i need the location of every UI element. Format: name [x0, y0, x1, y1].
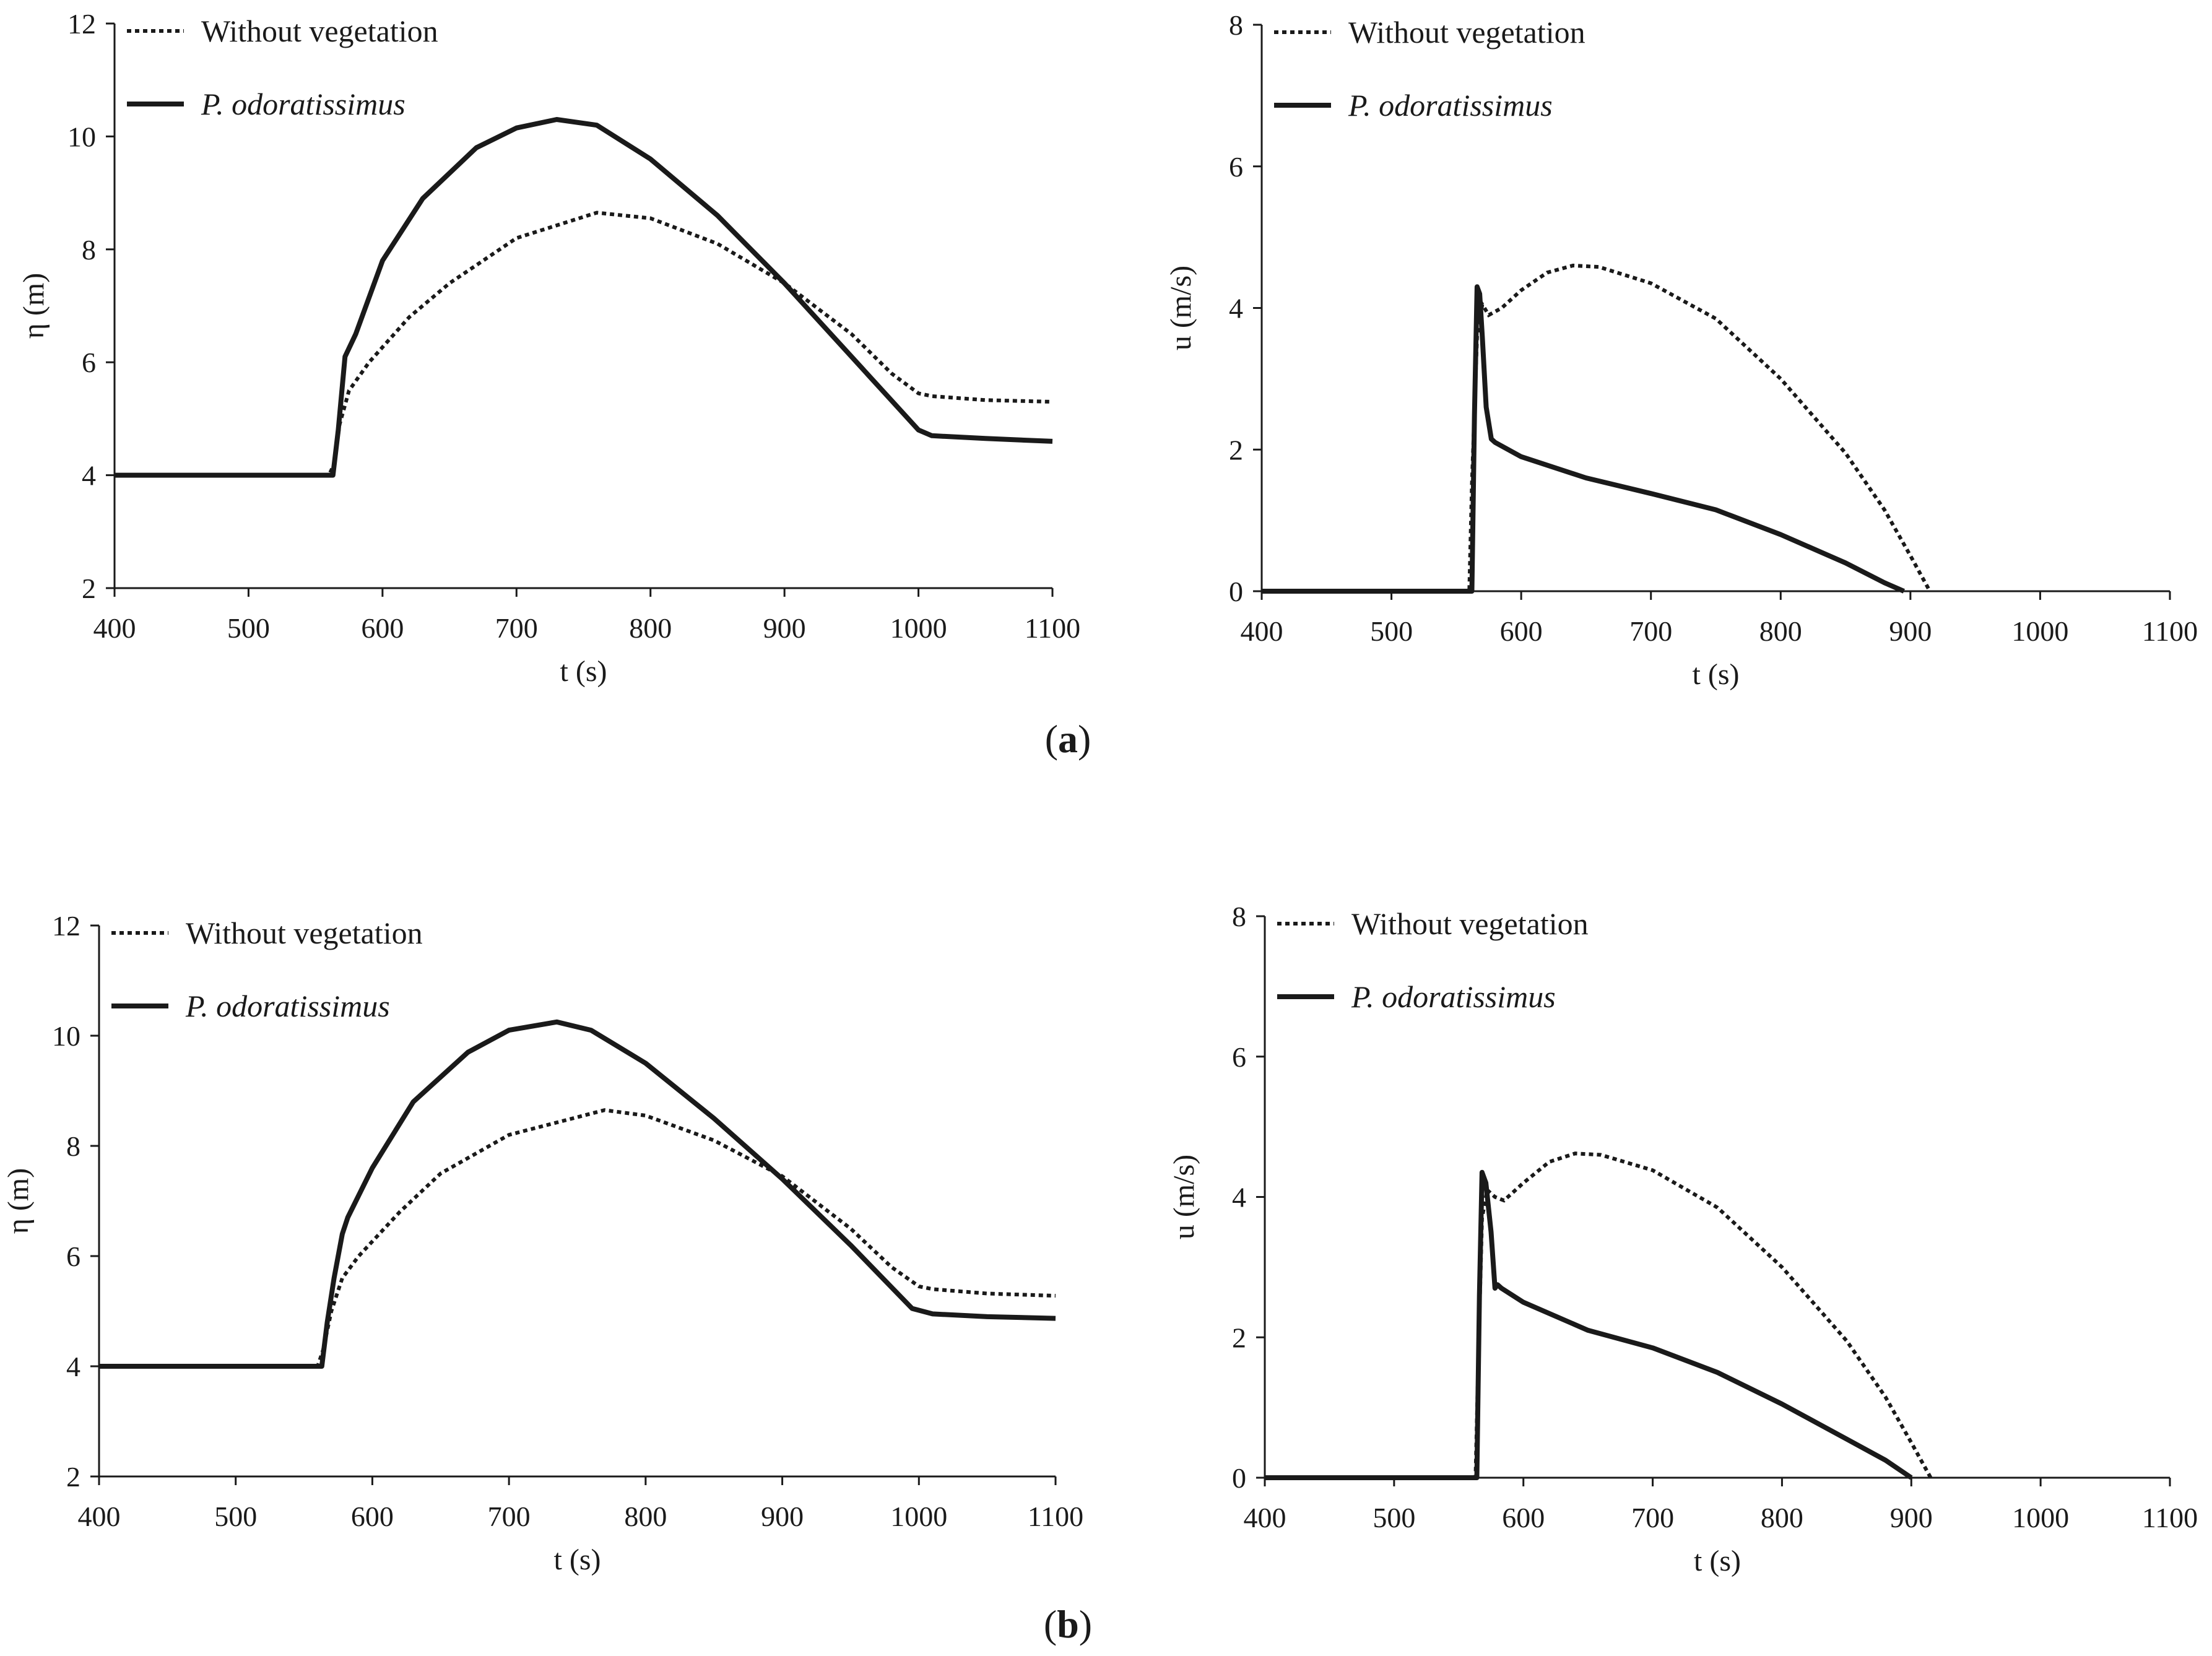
series-line-p-odoratissimus — [115, 117, 1053, 478]
x-tick-label: 800 — [624, 1501, 667, 1532]
x-tick-label: 500 — [214, 1501, 257, 1532]
y-tick-label: 12 — [67, 8, 96, 40]
x-tick-label: 600 — [361, 612, 404, 644]
series-line-p-odoratissimus — [99, 1019, 1056, 1369]
x-tick-label: 500 — [1373, 1502, 1415, 1533]
legend-label: Without vegetation — [1351, 906, 1589, 941]
y-tick-label: 2 — [1232, 1322, 1246, 1353]
series-line-p-odoratissimus — [1265, 1169, 1913, 1480]
y-axis-title: η (m) — [2, 1168, 35, 1234]
x-tick-label: 400 — [93, 612, 136, 644]
x-tick-label: 700 — [488, 1501, 531, 1532]
chart-a-velocity: 400 500 600 700 800 900 1000 1100 0 2 4 6 8 t (s) u (m… — [1165, 9, 2198, 691]
y-axis-title: u (m/s) — [1168, 1155, 1200, 1239]
y-axis-title: η (m) — [17, 273, 50, 339]
x-tick-label: 1100 — [2142, 615, 2198, 647]
x-tick-label: 1100 — [1028, 1501, 1083, 1532]
y-tick-label: 8 — [82, 234, 96, 266]
y-tick-label: 6 — [1232, 1041, 1246, 1073]
y-tick-label: 8 — [1229, 9, 1243, 41]
x-axis-title: t (s) — [560, 655, 607, 688]
y-tick-label: 10 — [52, 1020, 80, 1052]
figure-label-b: (b) — [1044, 1602, 1092, 1646]
y-tick-label: 4 — [66, 1351, 80, 1382]
y-tick-label: 12 — [52, 910, 80, 942]
y-tick-label: 2 — [66, 1461, 80, 1493]
y-tick-label: 6 — [1229, 151, 1243, 183]
x-tick-label: 700 — [495, 612, 538, 644]
x-axis-title: t (s) — [1694, 1545, 1741, 1577]
y-tick-label: 8 — [66, 1130, 80, 1162]
x-tick-label: 600 — [1500, 615, 1543, 647]
figure-label-a: (a) — [1045, 717, 1091, 761]
y-tick-label: 0 — [1232, 1462, 1246, 1494]
chart-b-eta: 400 500 600 700 800 900 1000 1100 2 4 6 8 10 12 t (s) η… — [2, 910, 1083, 1576]
x-tick-label: 400 — [78, 1501, 121, 1532]
series-line-without-vegetation — [115, 210, 1053, 477]
y-tick-label: 4 — [82, 460, 96, 492]
y-tick-label: 2 — [1229, 434, 1243, 466]
legend-label: P. odoratissimus — [1351, 979, 1556, 1014]
y-tick-label: 4 — [1229, 293, 1243, 324]
x-tick-label: 600 — [1502, 1502, 1545, 1533]
x-tick-label: 500 — [227, 612, 270, 644]
y-axis-title: u (m/s) — [1165, 266, 1197, 350]
x-tick-label: 1000 — [2012, 1502, 2069, 1533]
legend-label: P. odoratissimus — [1348, 88, 1553, 123]
legend-label: P. odoratissimus — [201, 87, 406, 121]
x-tick-label: 900 — [763, 612, 806, 644]
chart-b-velocity: 400 500 600 700 800 900 1000 1100 0 2 4 6 8 t (s) u (m… — [1168, 901, 2198, 1577]
y-tick-label: 0 — [1229, 576, 1243, 607]
x-axis-title: t (s) — [554, 1543, 601, 1576]
legend-label: P. odoratissimus — [185, 989, 390, 1023]
x-tick-label: 500 — [1370, 615, 1413, 647]
x-tick-label: 1000 — [890, 1501, 947, 1532]
y-tick-label: 4 — [1232, 1182, 1246, 1213]
series-line-without-vegetation — [99, 1108, 1056, 1368]
x-tick-label: 1100 — [1025, 612, 1080, 644]
x-tick-label: 400 — [1244, 1502, 1286, 1533]
legend-label: Without vegetation — [201, 14, 438, 48]
x-tick-label: 800 — [1759, 615, 1802, 647]
x-tick-label: 900 — [761, 1501, 804, 1532]
y-tick-label: 2 — [82, 573, 96, 604]
x-tick-label: 600 — [351, 1501, 394, 1532]
x-tick-label: 700 — [1629, 615, 1672, 647]
x-tick-label: 700 — [1631, 1502, 1674, 1533]
x-tick-label: 900 — [1890, 1502, 1933, 1533]
y-tick-label: 8 — [1232, 901, 1246, 932]
x-tick-label: 800 — [629, 612, 672, 644]
x-tick-label: 1000 — [890, 612, 947, 644]
x-tick-label: 1100 — [2142, 1502, 2198, 1533]
y-tick-label: 6 — [66, 1241, 80, 1272]
y-tick-label: 10 — [67, 121, 96, 152]
x-tick-label: 900 — [1889, 615, 1932, 647]
x-tick-label: 1000 — [2011, 615, 2068, 647]
legend-label: Without vegetation — [1348, 15, 1585, 50]
chart-a-eta: 400 500 600 700 800 900 1000 1100 2 4 6 8 10 12 t (s) η… — [17, 8, 1080, 688]
series-line-p-odoratissimus — [1262, 284, 1905, 594]
series-line-without-vegetation — [1262, 263, 1932, 593]
legend-label: Without vegetation — [186, 916, 423, 950]
y-tick-label: 6 — [82, 347, 96, 378]
x-tick-label: 800 — [1761, 1502, 1803, 1533]
x-tick-label: 400 — [1241, 615, 1283, 647]
x-axis-title: t (s) — [1693, 658, 1740, 691]
